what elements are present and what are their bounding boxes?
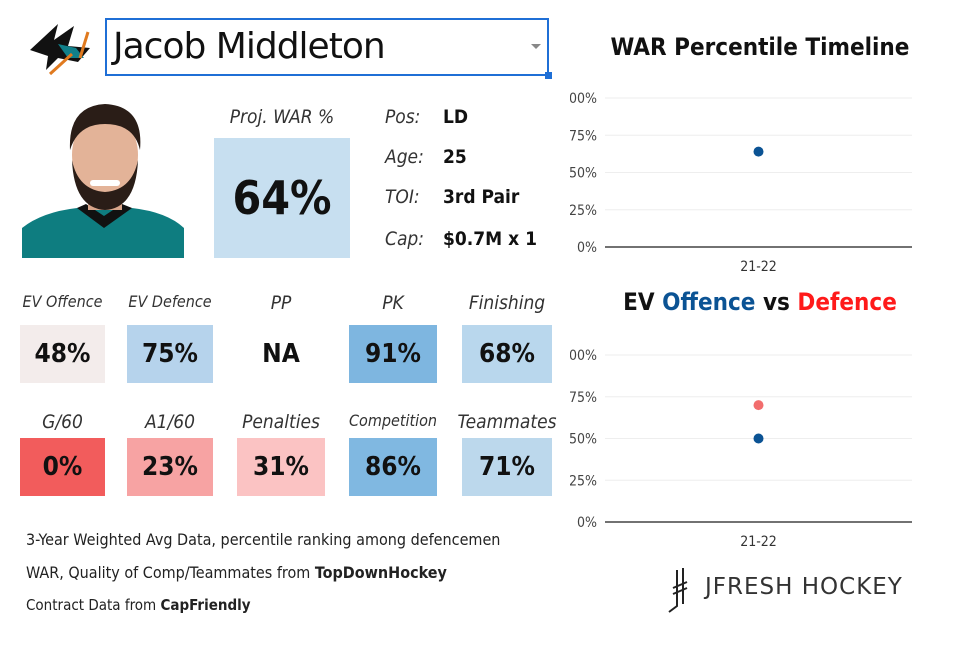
chevron-down-icon[interactable]: [531, 44, 541, 49]
resize-handle[interactable]: [545, 72, 552, 79]
x-tick-label: 21-22: [740, 259, 777, 275]
info-value: $0.7M x 1: [443, 228, 537, 250]
y-tick-label: 75%: [570, 128, 597, 144]
tile-label: Teammates: [457, 411, 557, 433]
info-key: Cap:: [385, 228, 425, 250]
tile-label: PK: [382, 292, 404, 314]
ev-offence-defence-chart: 0% 25% 50% 75% 100% 21-22: [570, 348, 912, 550]
tile-value: 48%: [20, 325, 105, 383]
war-timeline-chart: 0% 25% 50% 75% 100% 21-22: [570, 91, 912, 275]
data-point-offence: [753, 433, 764, 444]
title-part-defence: Defence: [797, 288, 897, 316]
sharks-logo: [30, 24, 90, 76]
player-name: Jacob Middleton: [113, 26, 386, 67]
y-tick-label: 25%: [570, 473, 597, 489]
title-part-offence: Offence: [662, 288, 756, 316]
y-tick-label: 25%: [570, 203, 597, 219]
proj-war-value: 64%: [214, 138, 350, 258]
tile-label: Competition: [348, 411, 438, 430]
tile-label: Penalties: [242, 411, 320, 433]
tile-label: G/60: [42, 411, 83, 433]
data-point-war: [753, 146, 764, 157]
footer-text: WAR, Quality of Comp/Teammates from: [26, 563, 315, 582]
tile-label: EV Offence: [22, 292, 103, 311]
y-tick-label: 0%: [577, 240, 597, 256]
info-key: Age:: [385, 146, 424, 168]
info-value: 25: [443, 146, 467, 168]
info-value: LD: [443, 106, 469, 128]
y-tick-label: 50%: [570, 166, 597, 182]
war-timeline-title: WAR Percentile Timeline: [610, 33, 910, 61]
tile-value: 91%: [349, 325, 437, 383]
footer-text: Contract Data from: [26, 596, 161, 614]
tile-label: Finishing: [468, 292, 546, 314]
topdownhockey-credit: TopDownHockey: [314, 563, 447, 582]
y-tick-label: 100%: [570, 91, 597, 107]
ev-chart-title: EV Offence vs Defence: [590, 288, 930, 316]
y-tick-label: 75%: [570, 390, 597, 406]
footer-source-war: WAR, Quality of Comp/Teammates from TopD…: [26, 563, 447, 582]
info-key: Pos:: [385, 106, 421, 128]
y-tick-label: 50%: [570, 432, 597, 448]
capfriendly-credit: CapFriendly: [160, 596, 251, 614]
tile-label: PP: [270, 292, 292, 314]
footer-source-contract: Contract Data from CapFriendly: [26, 596, 251, 614]
title-part: EV: [623, 288, 663, 316]
jfresh-hockey-logo: JFRESH HOCKEY: [665, 566, 925, 614]
y-tick-label: 0%: [577, 515, 597, 531]
tile-value: 75%: [127, 325, 213, 383]
player-select-dropdown[interactable]: Jacob Middleton: [105, 18, 552, 79]
player-photo: [22, 104, 184, 258]
brand-text: JFRESH HOCKEY: [705, 574, 903, 600]
x-tick-label: 21-22: [740, 534, 777, 550]
info-key: TOI:: [385, 186, 420, 208]
proj-war-label: Proj. WAR %: [229, 106, 335, 128]
tile-value: 71%: [462, 438, 552, 496]
tile-value: 86%: [349, 438, 437, 496]
jfresh-logo-icon: [668, 568, 688, 613]
tile-value: 31%: [237, 438, 325, 496]
tile-label: A1/60: [144, 411, 196, 433]
tile-value: 68%: [462, 325, 552, 383]
y-tick-label: 100%: [570, 348, 597, 364]
tile-value: 0%: [20, 438, 105, 496]
info-value: 3rd Pair: [443, 186, 520, 208]
tile-value: NA: [237, 325, 325, 383]
footer-note: 3-Year Weighted Avg Data, percentile ran…: [26, 530, 501, 549]
tile-label: EV Defence: [128, 292, 212, 311]
tile-value: 23%: [127, 438, 213, 496]
title-part: vs: [755, 288, 798, 316]
data-point-defence: [753, 400, 764, 411]
